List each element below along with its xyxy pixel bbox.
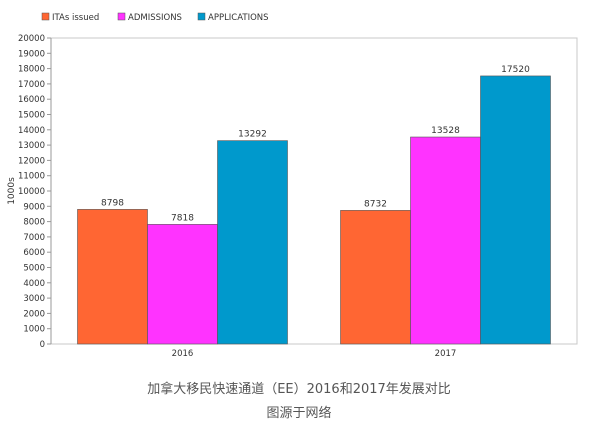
legend-label: ADMISSIONS	[128, 13, 182, 23]
y-tick-label: 15000	[18, 111, 45, 121]
x-axis: 2016 2017	[172, 349, 457, 359]
legend-swatch	[117, 12, 126, 21]
y-tick-label: 4000	[23, 279, 45, 289]
legend-label: APPLICATIONS	[208, 13, 269, 23]
caption-source: 图源于网络	[266, 406, 332, 421]
y-tick-label: 0	[40, 340, 45, 350]
y-tick-label: 1000	[23, 325, 45, 335]
y-tick-label: 12000	[18, 156, 45, 166]
y-tick-label: 20000	[18, 34, 45, 44]
bar-admissions-2016	[147, 224, 218, 345]
y-axis: 0 1000 2000 3000 4000 5000 6000 7000 8000 9000 100…	[18, 34, 52, 350]
bar-itas-issued-2017	[340, 210, 411, 345]
y-tick-label: 9000	[23, 202, 45, 212]
caption-title: 加拿大移民快速通道（EE）2016和2017年发展对比	[147, 382, 451, 397]
x-tick-label: 2016	[172, 349, 194, 359]
bar-applications-2016	[217, 140, 288, 345]
data-label: 8798	[101, 198, 124, 208]
y-tick-label: 13000	[18, 141, 45, 151]
bars	[77, 75, 551, 345]
legend-label: ITAs issued	[52, 13, 99, 23]
legend-swatch	[41, 12, 50, 21]
y-tick-label: 6000	[23, 248, 45, 258]
bar-itas-issued-2016	[77, 209, 148, 345]
data-labels: 8798 7818 13292 8732 13528 17520	[101, 65, 530, 223]
y-tick-label: 5000	[23, 264, 45, 274]
legend: ITAs issued ADMISSIONS APPLICATIONS	[41, 12, 269, 23]
data-label: 7818	[171, 213, 194, 223]
y-tick-label: 16000	[18, 95, 45, 105]
data-label: 13528	[431, 126, 460, 136]
data-label: 8732	[364, 199, 387, 209]
data-label: 17520	[501, 65, 530, 75]
y-tick-label: 18000	[18, 65, 45, 75]
y-tick-label: 8000	[23, 218, 45, 228]
y-axis-label: 1000s	[7, 177, 17, 205]
bar-admissions-2017	[410, 136, 481, 345]
y-tick-label: 3000	[23, 294, 45, 304]
x-tick-label: 2017	[435, 349, 457, 359]
y-tick-label: 17000	[18, 80, 45, 90]
y-tick-label: 14000	[18, 126, 45, 136]
legend-swatch	[197, 12, 206, 21]
y-tick-label: 10000	[18, 187, 45, 197]
data-label: 13292	[238, 130, 267, 140]
y-tick-label: 19000	[18, 49, 45, 59]
bar-applications-2017	[480, 75, 551, 345]
y-tick-label: 7000	[23, 233, 45, 243]
y-tick-label: 2000	[23, 309, 45, 319]
y-tick-label: 11000	[18, 172, 45, 182]
